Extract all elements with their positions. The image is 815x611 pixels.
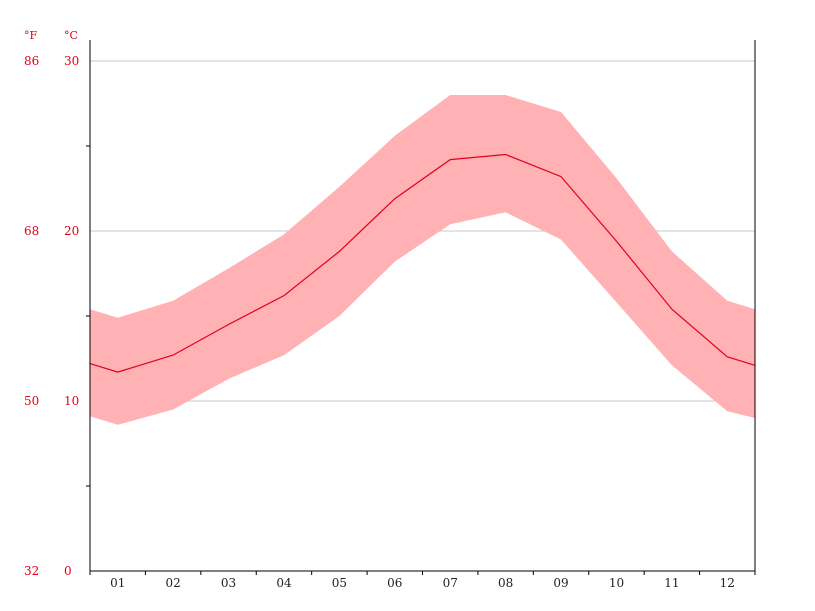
fahrenheit-tick-label: 86 bbox=[24, 54, 39, 68]
month-tick-label: 05 bbox=[332, 576, 347, 590]
celsius-tick-label: 0 bbox=[64, 564, 72, 578]
temperature-range-band bbox=[90, 95, 755, 425]
fahrenheit-tick-label: 68 bbox=[24, 224, 39, 238]
month-tick-label: 11 bbox=[664, 576, 679, 590]
month-tick-label: 09 bbox=[553, 576, 568, 590]
month-tick-label: 08 bbox=[498, 576, 513, 590]
month-tick-label: 02 bbox=[165, 576, 180, 590]
month-tick-label: 12 bbox=[720, 576, 735, 590]
x-axis-ticks: 01 02 03 04 05 06 07 08 09 10 11 12 bbox=[89, 571, 756, 590]
celsius-tick-label: 10 bbox=[64, 394, 79, 408]
y-axis-ticks: 0 32 10 50 20 68 30 86 bbox=[24, 54, 90, 578]
mean-temperature-line bbox=[89, 153, 756, 373]
month-tick-label: 06 bbox=[387, 576, 402, 590]
celsius-unit-label: °C bbox=[64, 29, 78, 42]
fahrenheit-unit-label: °F bbox=[24, 29, 38, 42]
month-tick-label: 07 bbox=[443, 576, 458, 590]
month-tick-label: 03 bbox=[221, 576, 236, 590]
month-tick-label: 10 bbox=[609, 576, 624, 590]
month-tick-label: 04 bbox=[276, 576, 292, 590]
fahrenheit-tick-label: 50 bbox=[24, 394, 39, 408]
celsius-tick-label: 30 bbox=[64, 54, 79, 68]
celsius-tick-label: 20 bbox=[64, 224, 79, 238]
fahrenheit-tick-label: 32 bbox=[24, 564, 39, 578]
month-tick-label: 01 bbox=[110, 576, 125, 590]
